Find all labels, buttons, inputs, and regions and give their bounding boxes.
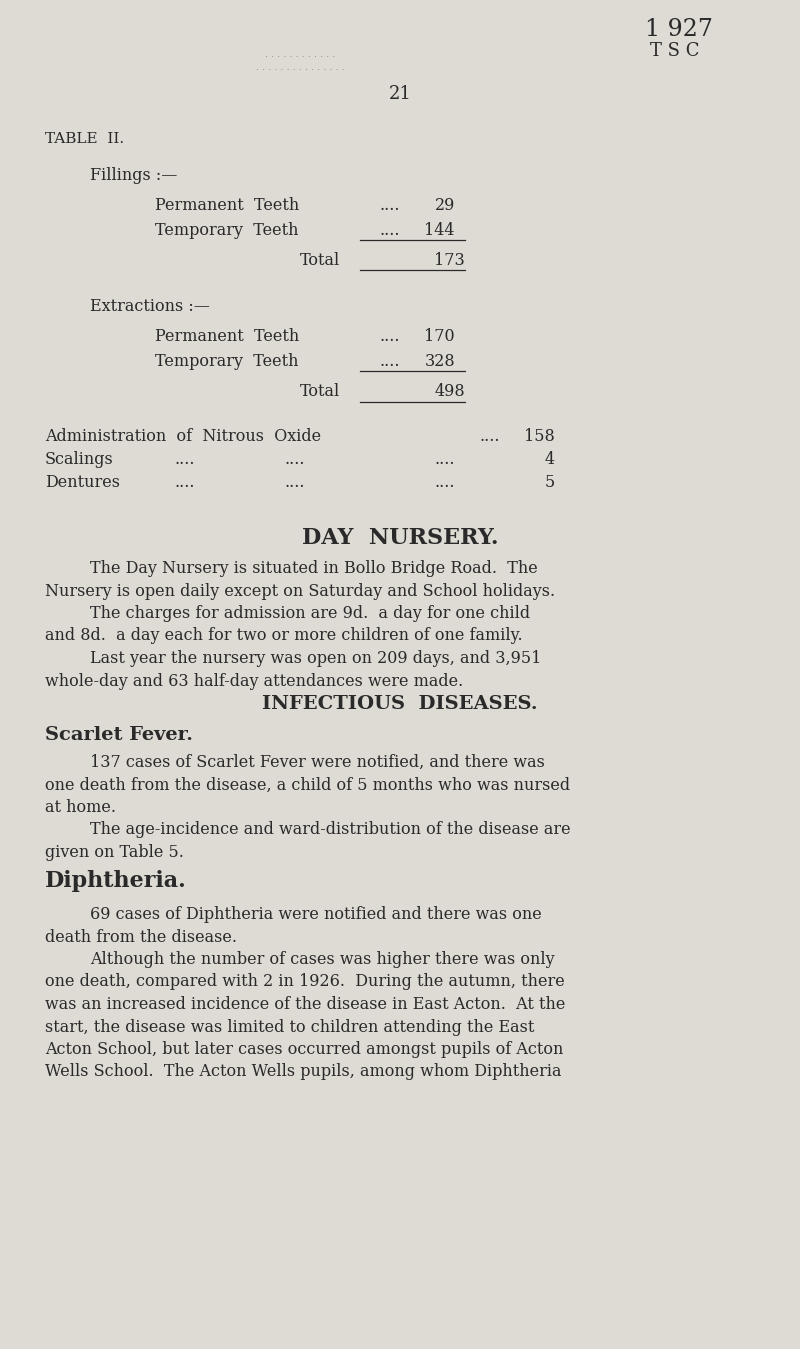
- Text: Scalings: Scalings: [45, 451, 114, 468]
- Text: T S C: T S C: [650, 42, 699, 59]
- Text: Dentures: Dentures: [45, 473, 120, 491]
- Text: at home.: at home.: [45, 799, 116, 816]
- Text: 137 cases of Scarlet Fever were notified, and there was: 137 cases of Scarlet Fever were notified…: [90, 754, 545, 772]
- Text: 328: 328: [424, 353, 455, 370]
- Text: TABLE  II.: TABLE II.: [45, 132, 124, 146]
- Text: INFECTIOUS  DISEASES.: INFECTIOUS DISEASES.: [262, 695, 538, 714]
- Text: Permanent  Teeth: Permanent Teeth: [155, 197, 299, 214]
- Text: ....: ....: [174, 473, 195, 491]
- Text: ....: ....: [285, 451, 306, 468]
- Text: was an increased incidence of the disease in East Acton.  At the: was an increased incidence of the diseas…: [45, 996, 566, 1013]
- Text: one death from the disease, a child of 5 months who was nursed: one death from the disease, a child of 5…: [45, 777, 570, 793]
- Text: Temporary  Teeth: Temporary Teeth: [155, 353, 298, 370]
- Text: 173: 173: [434, 252, 465, 268]
- Text: DAY  NURSERY.: DAY NURSERY.: [302, 527, 498, 549]
- Text: 498: 498: [434, 383, 465, 401]
- Text: ....: ....: [480, 428, 500, 445]
- Text: · · · · · · · · · · · · · · ·: · · · · · · · · · · · · · · ·: [256, 65, 344, 76]
- Text: ....: ....: [380, 353, 400, 370]
- Text: 170: 170: [424, 328, 455, 345]
- Text: Extractions :—: Extractions :—: [90, 298, 210, 316]
- Text: 5: 5: [545, 473, 555, 491]
- Text: given on Table 5.: given on Table 5.: [45, 844, 184, 861]
- Text: ....: ....: [434, 473, 455, 491]
- Text: ....: ....: [380, 328, 400, 345]
- Text: Although the number of cases was higher there was only: Although the number of cases was higher …: [90, 951, 554, 969]
- Text: Total: Total: [300, 383, 340, 401]
- Text: ....: ....: [380, 223, 400, 239]
- Text: Wells School.  The Acton Wells pupils, among whom Diphtheria: Wells School. The Acton Wells pupils, am…: [45, 1063, 562, 1081]
- Text: one death, compared with 2 in 1926.  During the autumn, there: one death, compared with 2 in 1926. Duri…: [45, 974, 565, 990]
- Text: The age-incidence and ward-distribution of the disease are: The age-incidence and ward-distribution …: [90, 822, 570, 839]
- Text: start, the disease was limited to children attending the East: start, the disease was limited to childr…: [45, 1018, 534, 1036]
- Text: Temporary  Teeth: Temporary Teeth: [155, 223, 298, 239]
- Text: whole-day and 63 half-day attendances were made.: whole-day and 63 half-day attendances we…: [45, 673, 463, 689]
- Text: 21: 21: [389, 85, 411, 103]
- Text: Scarlet Fever.: Scarlet Fever.: [45, 726, 193, 745]
- Text: Acton School, but later cases occurred amongst pupils of Acton: Acton School, but later cases occurred a…: [45, 1041, 563, 1058]
- Text: ....: ....: [380, 197, 400, 214]
- Text: and 8d.  a day each for two or more children of one family.: and 8d. a day each for two or more child…: [45, 627, 522, 645]
- Text: The charges for admission are 9d.  a day for one child: The charges for admission are 9d. a day …: [90, 604, 530, 622]
- Text: Total: Total: [300, 252, 340, 268]
- Text: Nursery is open daily except on Saturday and School holidays.: Nursery is open daily except on Saturday…: [45, 583, 555, 599]
- Text: 29: 29: [434, 197, 455, 214]
- Text: ....: ....: [285, 473, 306, 491]
- Text: Fillings :—: Fillings :—: [90, 167, 178, 183]
- Text: Permanent  Teeth: Permanent Teeth: [155, 328, 299, 345]
- Text: · · · · · · · · · · · ·: · · · · · · · · · · · ·: [265, 53, 335, 62]
- Text: Diphtheria.: Diphtheria.: [45, 870, 186, 892]
- Text: 4: 4: [545, 451, 555, 468]
- Text: The Day Nursery is situated in Bollo Bridge Road.  The: The Day Nursery is situated in Bollo Bri…: [90, 560, 538, 577]
- Text: 158: 158: [524, 428, 555, 445]
- Text: 144: 144: [425, 223, 455, 239]
- Text: 69 cases of Diphtheria were notified and there was one: 69 cases of Diphtheria were notified and…: [90, 907, 542, 923]
- Text: ....: ....: [174, 451, 195, 468]
- Text: ....: ....: [434, 451, 455, 468]
- Text: Administration  of  Nitrous  Oxide: Administration of Nitrous Oxide: [45, 428, 321, 445]
- Text: Last year the nursery was open on 209 days, and 3,951: Last year the nursery was open on 209 da…: [90, 650, 542, 666]
- Text: death from the disease.: death from the disease.: [45, 928, 237, 946]
- Text: 1 927: 1 927: [645, 18, 713, 40]
